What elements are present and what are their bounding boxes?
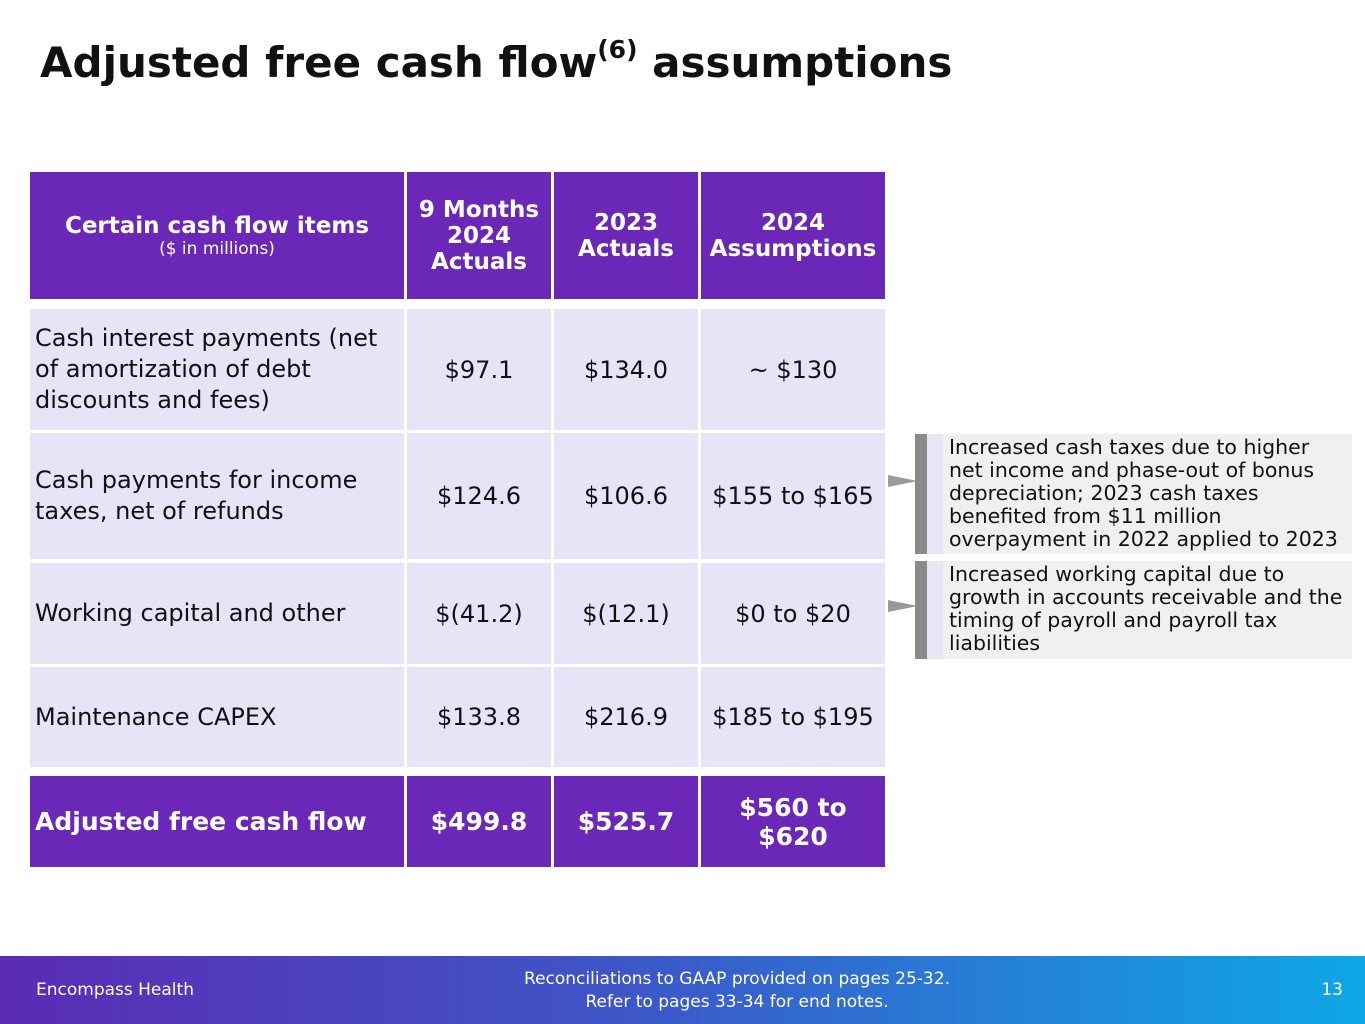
row-label: Working capital and other <box>30 563 404 664</box>
footer-note-line: Reconciliations to GAAP provided on page… <box>524 969 950 989</box>
header-col-9months: 9 Months 2024 Actuals <box>407 172 551 299</box>
footer-brand: Encompass Health <box>36 980 194 1000</box>
table-header-row: Certain cash flow items ($ in millions) … <box>30 172 885 299</box>
table-row: Maintenance CAPEX $133.8 $216.9 $185 to … <box>30 667 885 767</box>
row-value-9months: $97.1 <box>407 309 551 430</box>
header-label-cell: Certain cash flow items ($ in millions) <box>30 172 404 299</box>
note-accent-bar <box>915 561 927 659</box>
callout-arrow-icon <box>888 600 918 612</box>
row-label: Maintenance CAPEX <box>30 667 404 767</box>
callout-arrow-icon <box>888 475 918 487</box>
total-value-2023: $525.7 <box>554 776 698 867</box>
row-value-2024: $185 to $195 <box>701 667 885 767</box>
total-value-9months: $499.8 <box>407 776 551 867</box>
note-accent-stripe <box>927 434 943 554</box>
total-value-2024: $560 to $620 <box>701 776 885 867</box>
row-value-9months: $124.6 <box>407 433 551 559</box>
row-value-2023: $106.6 <box>554 433 698 559</box>
page-number: 13 <box>1321 980 1343 1000</box>
table-row: Working capital and other $(41.2) $(12.1… <box>30 563 885 664</box>
row-value-2024: $0 to $20 <box>701 563 885 664</box>
note-working-capital: Increased working capital due to growth … <box>915 561 1352 659</box>
row-value-2024: $155 to $165 <box>701 433 885 559</box>
footer-note-line: Refer to pages 33-34 for end notes. <box>585 992 889 1012</box>
header-label: Certain cash flow items <box>64 212 370 239</box>
header-sublabel: ($ in millions) <box>159 238 275 259</box>
footer-bar: Encompass Health Reconciliations to GAAP… <box>0 956 1365 1024</box>
note-text: Increased cash taxes due to higher net i… <box>949 435 1338 551</box>
table-row: Cash payments for income taxes, net of r… <box>30 433 885 559</box>
row-value-2023: $216.9 <box>554 667 698 767</box>
footer-note: Reconciliations to GAAP provided on page… <box>487 968 987 1014</box>
note-accent-bar <box>915 434 927 554</box>
note-text: Increased working capital due to growth … <box>949 562 1343 655</box>
row-value-2023: $134.0 <box>554 309 698 430</box>
page-title: Adjusted free cash flow(6) assumptions <box>40 35 953 87</box>
header-col-2024: 2024 Assumptions <box>701 172 885 299</box>
header-col-2023: 2023 Actuals <box>554 172 698 299</box>
row-label: Cash interest payments (net of amortizat… <box>30 309 404 430</box>
table-row: Cash interest payments (net of amortizat… <box>30 309 885 430</box>
table-total-row: Adjusted free cash flow $499.8 $525.7 $5… <box>30 776 885 867</box>
row-value-2024: ~ $130 <box>701 309 885 430</box>
title-footnote-marker: (6) <box>597 35 638 64</box>
row-value-2023: $(12.1) <box>554 563 698 664</box>
row-value-9months: $(41.2) <box>407 563 551 664</box>
row-label: Cash payments for income taxes, net of r… <box>30 433 404 559</box>
note-cash-taxes: Increased cash taxes due to higher net i… <box>915 434 1352 554</box>
note-accent-stripe <box>927 561 943 659</box>
row-value-9months: $133.8 <box>407 667 551 767</box>
total-label: Adjusted free cash flow <box>30 776 404 867</box>
